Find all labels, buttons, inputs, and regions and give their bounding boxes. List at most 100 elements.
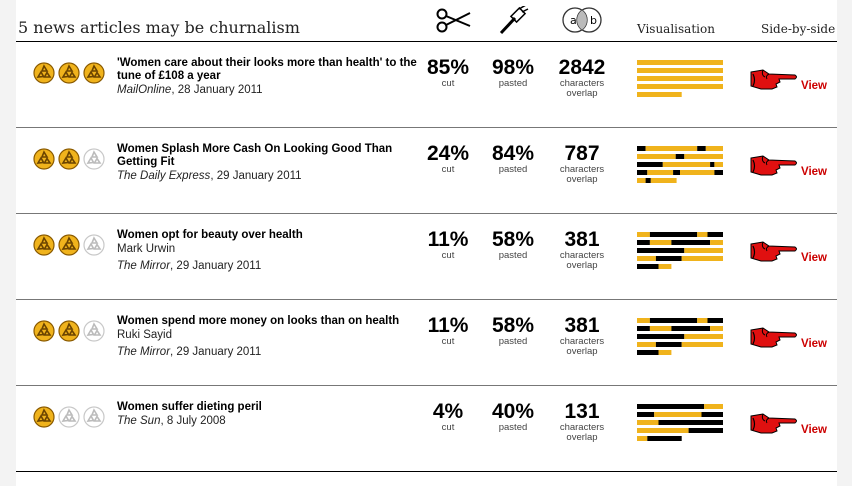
churn-icon-empty: [83, 406, 105, 428]
churn-icon-empty: [83, 148, 105, 170]
viz-segment: [637, 350, 659, 355]
viz-segment: [673, 170, 680, 175]
viz-segment: [714, 170, 723, 175]
viz-segment: [710, 326, 723, 331]
viz-segment: [649, 318, 698, 323]
article-date: , 29 January 2011: [170, 346, 262, 358]
viz-segment: [649, 232, 698, 237]
viz-segment: [637, 146, 646, 151]
article-date: , 29 January 2011: [170, 260, 262, 272]
overlap-stat: 787 characters overlap: [547, 143, 617, 185]
view-side-by-side-button[interactable]: View: [749, 152, 827, 183]
viz-segment: [637, 170, 648, 175]
viz-segment: [658, 420, 723, 425]
viz-segment: [671, 240, 711, 245]
overlap-count: 381: [564, 314, 600, 337]
view-label: View: [801, 79, 827, 92]
churn-rating: [33, 62, 105, 84]
article-row: Women suffer dieting peril The Sun, 8 Ju…: [16, 386, 837, 472]
viz-segment: [650, 178, 677, 183]
viz-segment: [675, 154, 685, 159]
cut-stat: 11% cut: [413, 229, 483, 261]
viz-segment: [645, 178, 651, 183]
source-name: The Daily Express: [117, 170, 211, 182]
viz-segment: [649, 326, 672, 331]
overlap-label-2: overlap: [566, 88, 598, 99]
churn-icon-filled: [33, 62, 55, 84]
cut-stat: 24% cut: [413, 143, 483, 175]
overlap-label-2: overlap: [566, 260, 598, 271]
viz-segment: [658, 264, 672, 269]
pointing-hand-icon: [749, 66, 799, 97]
row-divider: [16, 127, 837, 128]
viz-segment: [707, 232, 723, 237]
article-title[interactable]: Women opt for beauty over health: [117, 229, 303, 241]
source-name: MailOnline: [117, 84, 172, 96]
churn-icon-empty: [83, 234, 105, 256]
viz-segment: [647, 436, 682, 441]
source-name: The Mirror: [117, 346, 171, 358]
article-title[interactable]: Women spend more money on looks than on …: [117, 315, 400, 327]
overlap-count: 131: [564, 400, 600, 423]
overlap-visualisation: [637, 60, 723, 97]
overlap-label-1: characters: [559, 78, 605, 89]
churn-icon-filled: [33, 234, 55, 256]
viz-segment: [697, 318, 708, 323]
venn-b-label: b: [590, 14, 597, 27]
pasted-label: pasted: [498, 250, 528, 261]
overlap-label-2: overlap: [566, 174, 598, 185]
article-row: Women opt for beauty over health Mark Ur…: [16, 214, 837, 300]
cut-label: cut: [441, 422, 455, 433]
view-side-by-side-button[interactable]: View: [749, 66, 827, 97]
overlap-label-1: characters: [559, 164, 605, 175]
viz-segment: [681, 256, 723, 261]
row-divider: [16, 385, 837, 386]
cut-percent: 24%: [426, 142, 470, 165]
article-title[interactable]: 'Women care about their looks more than …: [117, 57, 417, 82]
overlap-visualisation: [637, 318, 723, 355]
viz-segment: [655, 342, 682, 347]
viz-segment: [637, 248, 685, 253]
churn-icon-filled: [58, 148, 80, 170]
view-side-by-side-button[interactable]: View: [749, 410, 827, 441]
overlap-count: 787: [564, 142, 600, 165]
churn-icon-filled: [58, 62, 80, 84]
article-date: , 8 July 2008: [160, 415, 226, 427]
header-side-by-side: Side-by-side: [761, 22, 836, 36]
viz-segment: [637, 76, 723, 81]
row-divider: [16, 471, 837, 472]
scissors-icon: [436, 8, 471, 33]
article-title[interactable]: Women suffer dieting peril: [117, 401, 262, 413]
source-name: The Sun: [117, 415, 161, 427]
article-row: 'Women care about their looks more than …: [16, 42, 837, 128]
article-title[interactable]: Women Splash More Cash On Looking Good T…: [117, 143, 393, 168]
pasted-stat: 98% pasted: [478, 57, 548, 89]
viz-segment: [637, 342, 656, 347]
viz-segment: [637, 232, 650, 237]
article-row: Women spend more money on looks than on …: [16, 300, 837, 386]
source-name: The Mirror: [117, 260, 171, 272]
viz-segment: [684, 154, 723, 159]
viz-segment: [637, 84, 723, 89]
viz-segment: [637, 60, 723, 65]
view-side-by-side-button[interactable]: View: [749, 238, 827, 269]
overlap-stat: 381 characters overlap: [547, 229, 617, 271]
pasted-stat: 58% pasted: [478, 315, 548, 347]
article-author: Mark Urwin: [117, 243, 176, 255]
churn-icon-filled: [83, 62, 105, 84]
overlap-label-1: characters: [559, 336, 605, 347]
article-row: Women Splash More Cash On Looking Good T…: [16, 128, 837, 214]
view-side-by-side-button[interactable]: View: [749, 324, 827, 355]
overlap-stat: 131 characters overlap: [547, 401, 617, 443]
overlap-visualisation: [637, 146, 723, 183]
viz-segment: [637, 412, 655, 417]
pasted-percent: 58%: [491, 228, 535, 251]
article-source: MailOnline, 28 January 2011: [117, 84, 263, 96]
viz-segment: [688, 428, 723, 433]
viz-segment: [710, 240, 723, 245]
pasted-label: pasted: [498, 336, 528, 347]
viz-segment: [707, 318, 723, 323]
venn-a-label: a: [570, 14, 577, 27]
article-source: The Mirror, 29 January 2011: [117, 346, 261, 358]
pointing-hand-icon: [749, 410, 799, 441]
